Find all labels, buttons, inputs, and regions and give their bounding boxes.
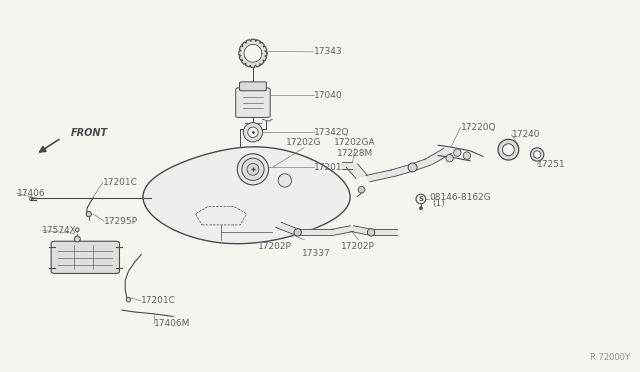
Text: 17295P: 17295P [104, 217, 138, 226]
Text: 17202GA: 17202GA [334, 138, 376, 147]
Polygon shape [331, 226, 353, 235]
Text: 17040: 17040 [314, 91, 342, 100]
Ellipse shape [278, 174, 292, 187]
Polygon shape [410, 159, 431, 170]
Text: 17240: 17240 [511, 130, 540, 140]
Text: 17220Q: 17220Q [461, 123, 496, 132]
Ellipse shape [237, 154, 269, 185]
Polygon shape [350, 226, 372, 235]
Ellipse shape [74, 236, 80, 242]
Text: R 72000Y: R 72000Y [590, 353, 630, 362]
Ellipse shape [531, 148, 544, 161]
Polygon shape [342, 162, 352, 169]
Polygon shape [276, 222, 301, 235]
Text: 17406M: 17406M [154, 319, 190, 328]
Text: 17201C: 17201C [141, 296, 176, 305]
Text: 17202P: 17202P [259, 241, 292, 251]
FancyBboxPatch shape [51, 241, 120, 273]
Text: 17201: 17201 [314, 163, 342, 172]
Ellipse shape [247, 163, 259, 175]
Ellipse shape [294, 229, 301, 236]
Text: 17337: 17337 [303, 249, 331, 258]
Text: 17251: 17251 [537, 160, 566, 169]
Text: 17228M: 17228M [337, 149, 373, 158]
Text: (1): (1) [432, 199, 445, 208]
Text: 17406: 17406 [17, 189, 45, 198]
Ellipse shape [454, 149, 461, 156]
Text: S: S [419, 196, 424, 202]
Text: 17343: 17343 [314, 47, 342, 56]
Polygon shape [424, 148, 452, 164]
Text: 17574X: 17574X [42, 226, 77, 235]
Polygon shape [366, 170, 396, 182]
Ellipse shape [243, 123, 262, 142]
Ellipse shape [419, 207, 422, 210]
Ellipse shape [358, 186, 365, 193]
Ellipse shape [416, 194, 426, 204]
Polygon shape [239, 39, 267, 67]
Polygon shape [346, 164, 367, 179]
Text: 17342Q: 17342Q [314, 128, 349, 137]
Ellipse shape [76, 228, 79, 232]
Polygon shape [143, 147, 350, 244]
Ellipse shape [463, 152, 470, 159]
Ellipse shape [502, 144, 515, 155]
Ellipse shape [498, 139, 519, 160]
Text: FRONT: FRONT [71, 128, 108, 138]
Ellipse shape [408, 163, 417, 172]
Ellipse shape [367, 229, 375, 236]
Ellipse shape [126, 298, 131, 302]
FancyBboxPatch shape [236, 88, 270, 118]
Ellipse shape [533, 151, 541, 158]
Polygon shape [371, 230, 397, 235]
Text: 17202P: 17202P [341, 241, 375, 251]
Text: 08146-8162G: 08146-8162G [430, 193, 492, 202]
Ellipse shape [248, 127, 258, 137]
FancyBboxPatch shape [239, 82, 266, 91]
Ellipse shape [86, 212, 92, 217]
Ellipse shape [242, 158, 264, 180]
Polygon shape [298, 230, 333, 235]
Ellipse shape [446, 154, 453, 162]
Text: 17201C: 17201C [103, 178, 138, 187]
Text: 17202G: 17202G [286, 138, 322, 147]
Polygon shape [391, 164, 415, 176]
Polygon shape [244, 44, 262, 62]
